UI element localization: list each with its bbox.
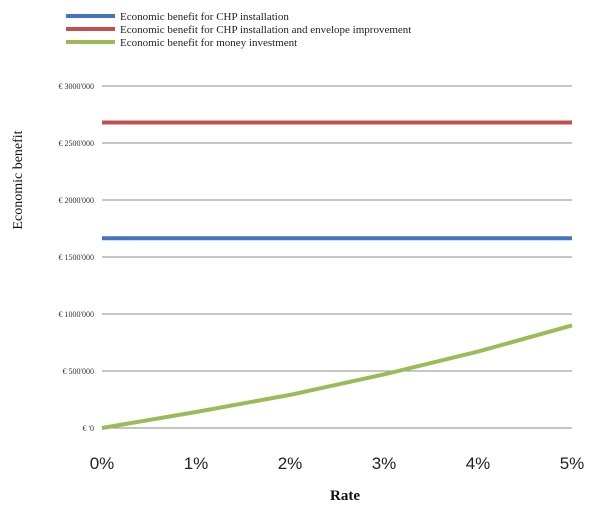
y-tick-label: € 2500'000	[59, 139, 94, 148]
x-tick-label: 5%	[560, 454, 585, 473]
y-axis-ticks: € '0 € 500'000 € 1000'000 € 1500'000 € 2000'…	[59, 82, 94, 433]
legend-label-3: Economic benefit for money investment	[120, 37, 297, 49]
x-axis-ticks: 0% 1% 2% 3% 4% 5%	[90, 454, 585, 473]
legend-label-2: Economic benefit for CHP installation an…	[120, 24, 411, 36]
y-tick-label: € 3000'000	[59, 82, 94, 91]
x-tick-label: 0%	[90, 454, 115, 473]
y-tick-label: € 500'000	[63, 367, 94, 376]
x-tick-label: 3%	[372, 454, 397, 473]
y-tick-label: € 1500'000	[59, 253, 94, 262]
x-axis-label: Rate	[330, 488, 360, 504]
series-line-3	[101, 323, 573, 430]
y-tick-label: € '0	[83, 424, 94, 433]
y-axis-label: Economic benefit	[11, 130, 26, 229]
x-tick-label: 1%	[184, 454, 209, 473]
x-tick-label: 4%	[466, 454, 491, 473]
legend: Economic benefit for CHP installationEco…	[66, 11, 411, 49]
gridlines	[102, 85, 572, 429]
y-tick-label: € 1000'000	[59, 310, 94, 319]
legend-label-1: Economic benefit for CHP installation	[120, 11, 289, 23]
series-lines	[101, 120, 573, 430]
x-tick-label: 2%	[278, 454, 303, 473]
y-tick-label: € 2000'000	[59, 196, 94, 205]
